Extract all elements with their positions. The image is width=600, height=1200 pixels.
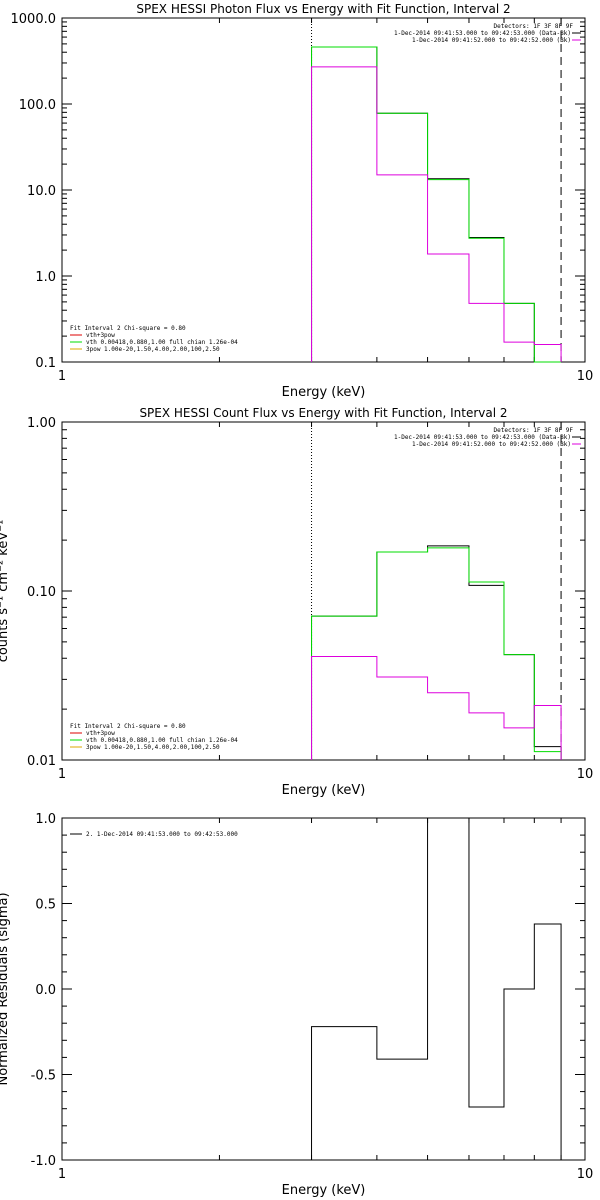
legend-entry: 3pow 1.00e-20,1.50,4.00,2.00,100,2.50 [86, 346, 220, 353]
x-tick-label: 10 [577, 767, 594, 782]
legend-entry: vth 0.00418,0.880,1.00 full chian 1.26e-… [86, 339, 238, 346]
legend-entry: 1-Dec-2014 09:41:52.000 to 09:42:52.000 … [412, 37, 571, 44]
legend-detectors: Detectors: 1F 3F 8F 9F [494, 23, 574, 30]
y-tick-label: 100.0 [19, 98, 56, 113]
legend-entry: 1-Dec-2014 09:41:53.000 to 09:42:53.000 … [394, 30, 571, 37]
x-tick-label: 1 [58, 767, 66, 782]
y-tick-label: 0.5 [35, 898, 56, 913]
x-tick-label: 1 [58, 369, 66, 384]
x-tick-label: 1 [58, 1167, 66, 1182]
y-tick-label: 0.01 [27, 754, 56, 769]
x-axis-label-3: Energy (keV) [282, 1183, 366, 1198]
x-tick-label: 10 [577, 369, 594, 384]
y-tick-label: 0.1 [35, 356, 56, 371]
series-step-2-2 [311, 547, 562, 760]
series-step-2-3 [311, 655, 562, 760]
legend-entry: 3pow 1.00e-20,1.50,4.00,2.00,100,2.50 [86, 744, 220, 751]
legend-entry: 1-Dec-2014 09:41:53.000 to 09:42:53.000 … [394, 434, 571, 441]
x-axis-label-1: Energy (keV) [282, 385, 366, 400]
y-tick-label: 1.0 [35, 270, 56, 285]
y-tick-label: 1000.0 [11, 12, 57, 27]
chart-title-1: SPEX HESSI Photon Flux vs Energy with Fi… [136, 2, 510, 16]
plot-frame-1 [61, 17, 586, 363]
y-tick-label: 1.0 [35, 812, 56, 827]
y-axis-label-3: Normalized Residuals (sigma) [0, 892, 11, 1085]
y-tick-label: -1.0 [31, 1154, 56, 1169]
series-step-1-3 [311, 66, 562, 362]
y-tick-label: -0.5 [31, 1069, 56, 1084]
y-axis-label-2: counts s⁻¹ cm⁻² keV⁻¹ [0, 520, 11, 663]
x-tick-label: 10 [577, 1167, 594, 1182]
y-tick-label: 1.00 [27, 416, 56, 431]
legend-entry: vth+3pow [86, 332, 115, 339]
y-tick-label: 0.10 [27, 585, 56, 600]
legend-fit-header: Fit Interval 2 Chi-square = 0.80 [70, 723, 186, 730]
series-step-1-1 [311, 46, 562, 363]
chart-title-2: SPEX HESSI Count Flux vs Energy with Fit… [139, 406, 507, 420]
legend-fit-header: Fit Interval 2 Chi-square = 0.80 [70, 325, 186, 332]
series-step-1-2 [311, 46, 562, 363]
y-tick-label: 0.0 [35, 983, 56, 998]
legend-entry: vth 0.00418,0.880,1.00 full chian 1.26e-… [86, 737, 238, 744]
legend-entry: 1-Dec-2014 09:41:52.000 to 09:42:52.000 … [412, 441, 571, 448]
y-tick-label: 10.0 [27, 184, 56, 199]
plot-frame-2 [61, 421, 586, 761]
legend-entry: vth+3pow [86, 730, 115, 737]
series-step-3-1 [311, 817, 562, 1160]
x-axis-label-2: Energy (keV) [282, 783, 366, 798]
legend-entry: 2. 1-Dec-2014 09:41:53.000 to 09:42:53.0… [86, 831, 238, 838]
legend-detectors: Detectors: 1F 3F 8F 9F [494, 427, 574, 434]
